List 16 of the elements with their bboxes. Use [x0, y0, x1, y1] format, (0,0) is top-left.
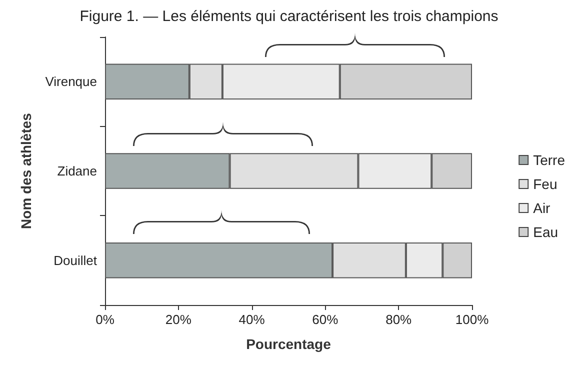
- x-tick-label: 20%: [165, 312, 192, 327]
- legend-label: Air: [533, 200, 551, 216]
- x-tick-label: 0%: [96, 312, 115, 327]
- y-axis-title: Nom des athlètes: [18, 112, 34, 229]
- legend-label: Eau: [533, 224, 558, 240]
- chart-title: Figure 1. — Les éléments qui caractérisent les trois champions: [80, 8, 498, 25]
- legend-label: Feu: [533, 176, 558, 192]
- legend-label: Terre: [533, 152, 566, 168]
- x-tick-label: 100%: [455, 312, 490, 327]
- x-tick-label: 80%: [386, 312, 412, 327]
- x-tick-label: 40%: [238, 312, 266, 327]
- y-tick-label: Zidane: [57, 164, 97, 178]
- y-tick-label: Virenque: [45, 74, 97, 90]
- y-tick-label: Douillet: [54, 252, 98, 268]
- x-axis-title: Pourcentage: [246, 336, 332, 352]
- x-tick-label: 60%: [312, 312, 339, 327]
